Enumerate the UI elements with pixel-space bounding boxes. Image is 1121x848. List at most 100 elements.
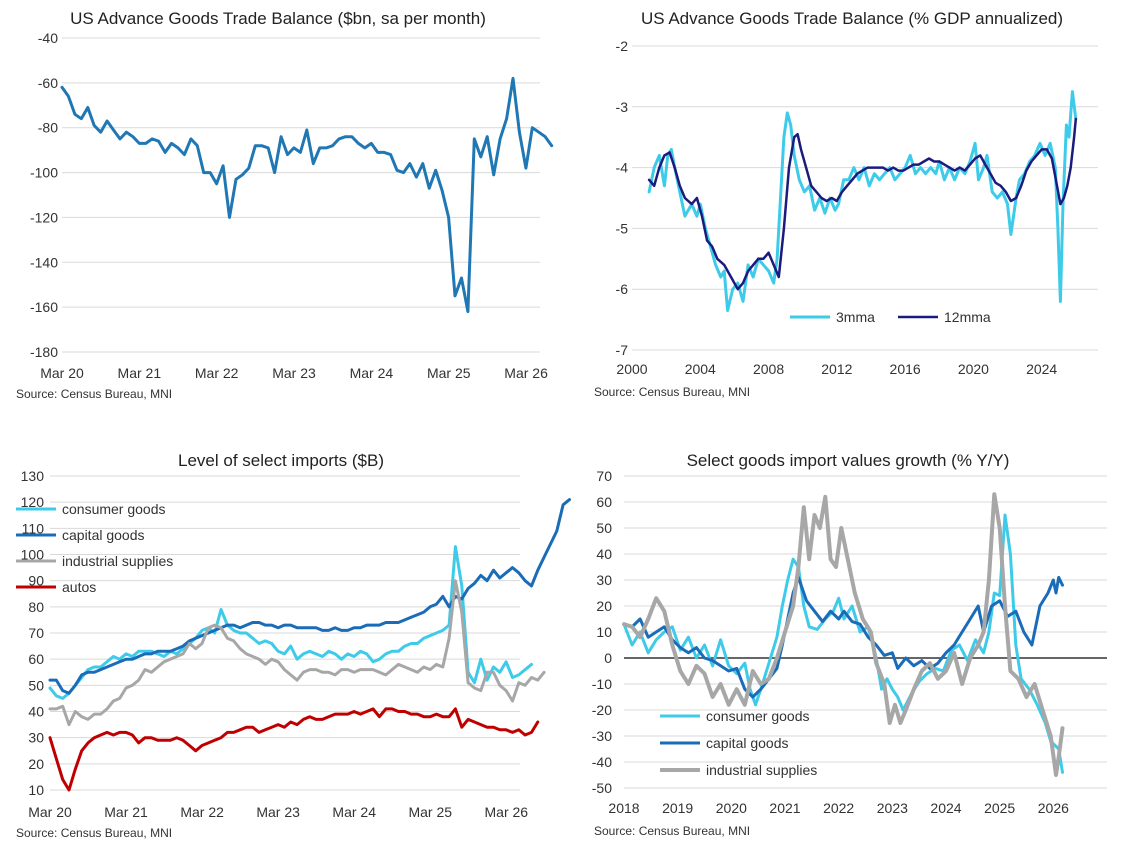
y-tick-label: 120: [21, 494, 45, 510]
source-note: Source: Census Bureau, MNI: [594, 385, 750, 399]
source-note: Source: Census Bureau, MNI: [594, 824, 750, 838]
y-tick-label: 10: [28, 782, 44, 798]
y-tick-label: -30: [592, 728, 612, 744]
x-tick-label: Mar 25: [408, 804, 452, 820]
series-line-capital-goods: [48, 498, 571, 695]
panel-trade-balance-bn: US Advance Goods Trade Balance ($bn, sa …: [16, 9, 554, 401]
y-tick-label: 20: [596, 598, 612, 614]
series-line-autos: [48, 707, 540, 792]
y-tick-label: -4: [616, 160, 629, 176]
panel-select-imports-level: Level of select imports ($B) Source: Cen…: [16, 451, 571, 840]
y-tick-label: 50: [596, 520, 612, 536]
y-tick-label: -7: [616, 342, 629, 358]
y-tick-label: -160: [30, 299, 58, 315]
y-tick-label: -140: [30, 254, 58, 270]
y-tick-label: 80: [28, 599, 44, 615]
y-tick-label: 60: [596, 494, 612, 510]
y-tick-label: -40: [38, 30, 58, 46]
x-tick-label: Mar 24: [350, 365, 394, 381]
y-tick-label: 50: [28, 677, 44, 693]
y-tick-label: -6: [616, 281, 629, 297]
x-tick-label: 2024: [1026, 361, 1057, 377]
y-tick-label: 10: [596, 624, 612, 640]
x-tick-label: 2024: [930, 800, 961, 816]
series-line-industrial-supplies: [622, 492, 1065, 777]
y-tick-label: 40: [28, 704, 44, 720]
y-tick-label: 30: [596, 572, 612, 588]
x-tick-label: 2021: [769, 800, 800, 816]
x-tick-label: 2000: [616, 361, 647, 377]
x-tick-label: Mar 20: [28, 804, 72, 820]
x-tick-label: Mar 22: [195, 365, 239, 381]
y-tick-label: -20: [592, 702, 612, 718]
y-tick-label: 130: [21, 468, 45, 484]
series-line-capital-goods: [622, 575, 1064, 699]
x-tick-label: 2004: [685, 361, 716, 377]
x-tick-label: Mar 23: [256, 804, 300, 820]
series-line-industrial-supplies: [48, 579, 546, 727]
x-tick-label: 2020: [716, 800, 747, 816]
y-tick-label: 20: [28, 756, 44, 772]
legend-label: industrial supplies: [706, 762, 817, 778]
panel-trade-balance-gdp: US Advance Goods Trade Balance (% GDP an…: [594, 9, 1098, 399]
series-line-trade-balance: [60, 76, 554, 314]
x-tick-label: 2012: [821, 361, 852, 377]
y-tick-label: 30: [28, 730, 44, 746]
y-tick-label: -180: [30, 344, 58, 360]
x-tick-label: Mar 22: [180, 804, 224, 820]
x-tick-label: 2025: [984, 800, 1015, 816]
y-tick-label: 70: [596, 468, 612, 484]
x-tick-label: Mar 26: [504, 365, 548, 381]
y-tick-label: 70: [28, 625, 44, 641]
x-tick-label: Mar 21: [118, 365, 162, 381]
chart-title: US Advance Goods Trade Balance (% GDP an…: [641, 9, 1063, 28]
chart-title: Level of select imports ($B): [178, 451, 384, 470]
y-tick-label: -10: [592, 676, 612, 692]
legend-label: consumer goods: [706, 708, 810, 724]
y-tick-label: 60: [28, 651, 44, 667]
y-tick-label: 110: [22, 520, 45, 536]
y-tick-label: -3: [616, 99, 629, 115]
chart-title: Select goods import values growth (% Y/Y…: [687, 451, 1010, 470]
series-line-3mma: [647, 90, 1078, 312]
legend-label: autos: [62, 579, 96, 595]
x-tick-label: 2020: [958, 361, 989, 377]
y-tick-label: -40: [592, 754, 612, 770]
x-tick-label: Mar 25: [427, 365, 471, 381]
x-tick-label: 2008: [753, 361, 784, 377]
y-tick-label: -120: [30, 209, 58, 225]
y-tick-label: -100: [30, 165, 58, 181]
y-tick-label: 90: [28, 573, 44, 589]
x-tick-label: Mar 23: [272, 365, 316, 381]
source-note: Source: Census Bureau, MNI: [16, 826, 172, 840]
y-tick-label: 40: [596, 546, 612, 562]
series-line-12mma: [647, 117, 1078, 291]
panel-import-growth: Select goods import values growth (% Y/Y…: [592, 451, 1107, 838]
x-tick-label: Mar 26: [485, 804, 529, 820]
x-tick-label: 2018: [608, 800, 639, 816]
legend-label: capital goods: [706, 735, 789, 751]
series-line-consumer-goods: [622, 513, 1064, 774]
y-tick-label: -2: [616, 38, 629, 54]
x-tick-label: Mar 20: [40, 365, 84, 381]
legend-label: consumer goods: [62, 501, 166, 517]
source-note: Source: Census Bureau, MNI: [16, 387, 172, 401]
y-tick-label: -5: [616, 220, 629, 236]
legend-label: 12mma: [944, 309, 991, 325]
x-tick-label: Mar 21: [104, 804, 148, 820]
legend-label: capital goods: [62, 527, 145, 543]
y-tick-label: -80: [38, 120, 58, 136]
y-tick-label: 100: [21, 547, 45, 563]
x-tick-label: 2026: [1038, 800, 1069, 816]
x-tick-label: Mar 24: [332, 804, 376, 820]
chart-title: US Advance Goods Trade Balance ($bn, sa …: [70, 9, 486, 28]
y-tick-label: -50: [592, 780, 612, 796]
x-tick-label: 2016: [890, 361, 921, 377]
y-tick-label: -60: [38, 75, 58, 91]
x-tick-label: 2022: [823, 800, 854, 816]
x-tick-label: 2019: [662, 800, 693, 816]
legend-label: industrial supplies: [62, 553, 173, 569]
legend-label: 3mma: [836, 309, 875, 325]
